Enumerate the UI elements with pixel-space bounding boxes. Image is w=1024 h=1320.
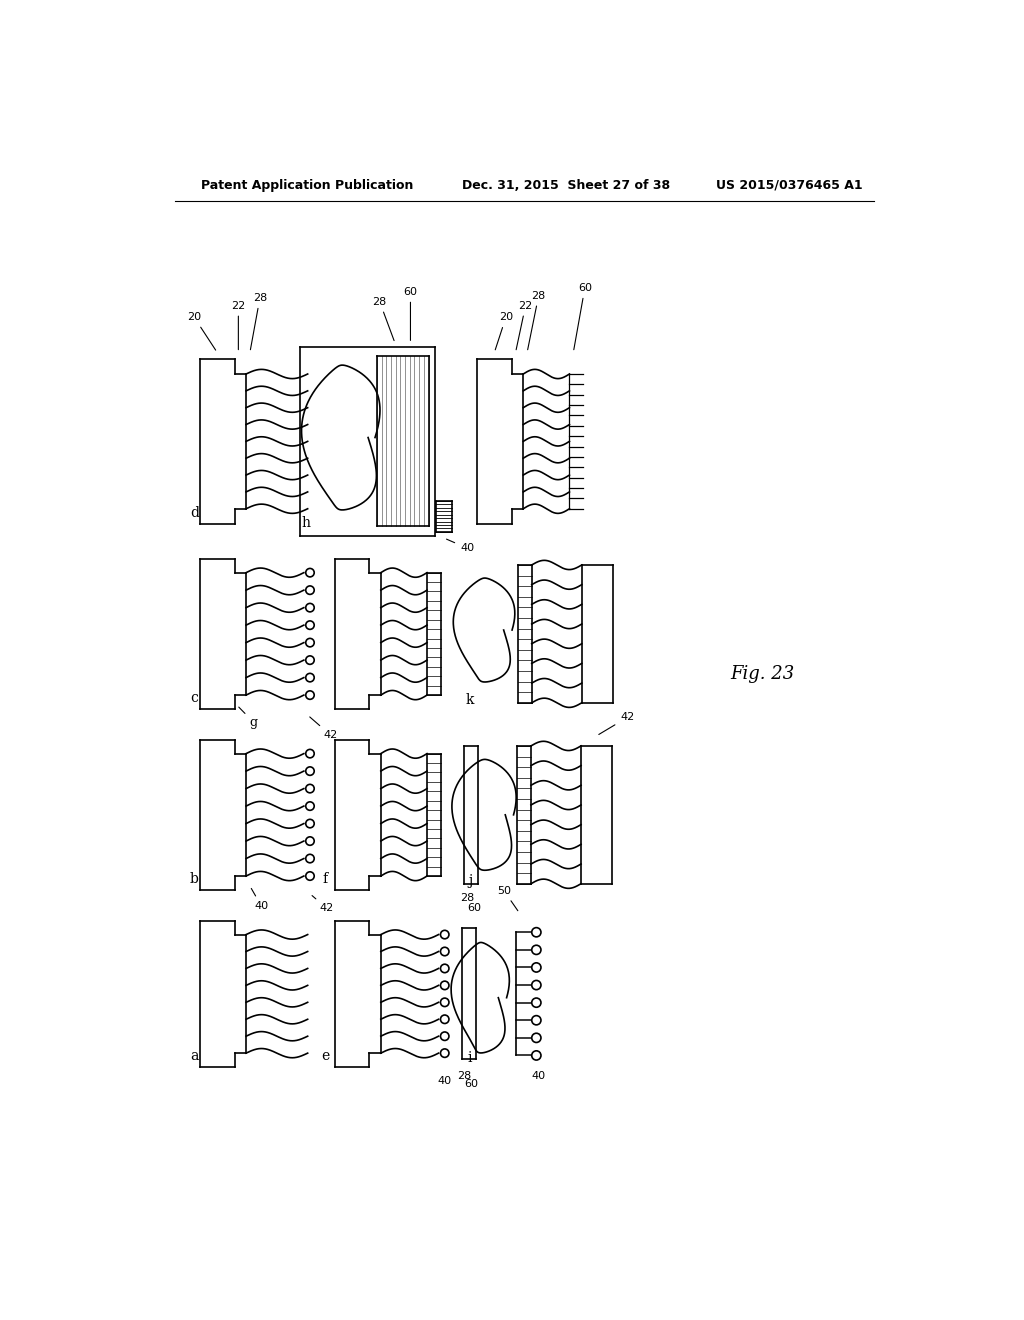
Text: Dec. 31, 2015  Sheet 27 of 38: Dec. 31, 2015 Sheet 27 of 38 bbox=[462, 178, 670, 191]
Text: 28: 28 bbox=[460, 894, 474, 903]
Text: 60: 60 bbox=[464, 1078, 478, 1089]
Text: a: a bbox=[190, 1049, 199, 1063]
Text: 42: 42 bbox=[599, 713, 634, 734]
Text: 28: 28 bbox=[458, 1071, 472, 1081]
Text: 40: 40 bbox=[531, 1071, 546, 1081]
Text: 40: 40 bbox=[437, 1076, 452, 1086]
Text: 28: 28 bbox=[373, 297, 394, 341]
Text: 40: 40 bbox=[251, 888, 268, 911]
Text: d: d bbox=[190, 507, 199, 520]
Text: US 2015/0376465 A1: US 2015/0376465 A1 bbox=[716, 178, 862, 191]
Text: 40: 40 bbox=[446, 539, 474, 553]
Text: 42: 42 bbox=[312, 895, 334, 913]
Text: 60: 60 bbox=[403, 286, 418, 341]
Text: 50: 50 bbox=[497, 886, 518, 911]
Text: 60: 60 bbox=[468, 903, 481, 913]
Text: j: j bbox=[469, 874, 473, 887]
Text: 42: 42 bbox=[309, 717, 338, 741]
Text: g: g bbox=[239, 708, 258, 729]
Text: e: e bbox=[322, 1049, 330, 1063]
Text: c: c bbox=[190, 692, 199, 705]
Text: 60: 60 bbox=[573, 282, 592, 350]
Text: h: h bbox=[302, 516, 310, 529]
Text: Fig. 23: Fig. 23 bbox=[730, 665, 794, 684]
Text: 22: 22 bbox=[231, 301, 246, 350]
Text: k: k bbox=[465, 693, 474, 706]
Text: f: f bbox=[323, 873, 328, 886]
Text: 20: 20 bbox=[496, 312, 513, 350]
Text: 22: 22 bbox=[516, 301, 532, 350]
Text: 28: 28 bbox=[527, 290, 546, 350]
Text: 28: 28 bbox=[251, 293, 267, 350]
Text: b: b bbox=[190, 873, 199, 886]
Text: Patent Application Publication: Patent Application Publication bbox=[202, 178, 414, 191]
Text: 20: 20 bbox=[187, 312, 216, 350]
Text: i: i bbox=[467, 1051, 472, 1065]
